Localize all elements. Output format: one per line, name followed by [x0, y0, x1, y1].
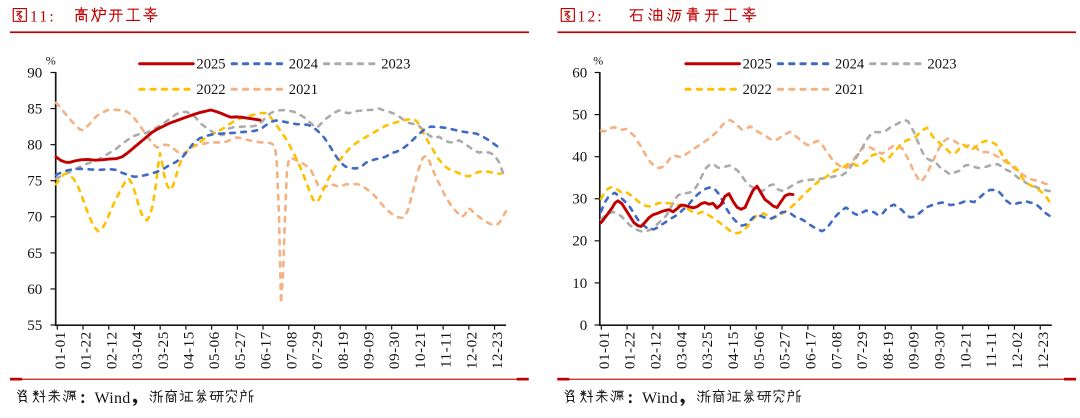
svg-text:09-09: 09-09: [361, 331, 378, 369]
svg-text:60: 60: [572, 65, 587, 81]
svg-text:03-04: 03-04: [673, 331, 690, 369]
svg-text:09-30: 09-30: [932, 331, 949, 369]
svg-text:2022: 2022: [743, 82, 772, 98]
svg-text:07-29: 07-29: [854, 331, 871, 369]
svg-text:30: 30: [572, 192, 587, 208]
svg-text:Wind: Wind: [642, 390, 678, 407]
svg-text:75: 75: [27, 174, 42, 190]
svg-text:60: 60: [27, 282, 42, 298]
svg-text:06-17: 06-17: [258, 331, 275, 369]
svg-text:Wind: Wind: [95, 390, 131, 407]
svg-text:12:: 12:: [578, 9, 604, 26]
svg-text:06-17: 06-17: [802, 331, 819, 369]
svg-text:09-30: 09-30: [386, 331, 403, 369]
svg-text:12-02: 12-02: [463, 331, 480, 369]
svg-text:10-21: 10-21: [412, 331, 429, 369]
svg-text:2025: 2025: [196, 57, 225, 73]
svg-text:07-08: 07-08: [283, 331, 300, 369]
svg-text:05-06: 05-06: [206, 331, 223, 369]
svg-text:01-22: 01-22: [622, 331, 639, 369]
svg-text:02-12: 02-12: [103, 331, 120, 369]
svg-text:80: 80: [27, 138, 42, 154]
svg-text:09-09: 09-09: [906, 331, 923, 369]
svg-text:04-15: 04-15: [181, 331, 198, 369]
svg-text:01-01: 01-01: [596, 331, 613, 369]
svg-text:40: 40: [572, 150, 587, 166]
svg-text:08-19: 08-19: [335, 331, 352, 369]
svg-text:03-04: 03-04: [129, 331, 146, 369]
svg-text:85: 85: [27, 102, 42, 118]
svg-text:2021: 2021: [289, 82, 318, 98]
svg-text:01-22: 01-22: [78, 331, 95, 369]
svg-text:90: 90: [27, 65, 42, 81]
svg-text:%: %: [46, 53, 56, 67]
svg-text:10-21: 10-21: [957, 331, 974, 369]
svg-text:05-27: 05-27: [777, 331, 794, 369]
svg-text:12-02: 12-02: [1009, 331, 1026, 369]
svg-text:05-27: 05-27: [232, 331, 249, 369]
svg-text:65: 65: [27, 246, 42, 262]
svg-text:2021: 2021: [835, 82, 864, 98]
svg-text:01-01: 01-01: [52, 331, 69, 369]
svg-text:12-23: 12-23: [1035, 331, 1052, 369]
svg-text:2023: 2023: [381, 57, 410, 73]
svg-text:02-12: 02-12: [648, 331, 665, 369]
svg-text:2024: 2024: [289, 57, 319, 73]
svg-text:08-19: 08-19: [880, 331, 897, 369]
svg-text:04-15: 04-15: [725, 331, 742, 369]
svg-text:07-29: 07-29: [309, 331, 326, 369]
svg-text:11:: 11:: [30, 9, 56, 26]
svg-text:2023: 2023: [927, 57, 956, 73]
svg-text:2024: 2024: [835, 57, 865, 73]
svg-text:20: 20: [572, 234, 587, 250]
svg-text:03-25: 03-25: [699, 331, 716, 369]
svg-text:11-11: 11-11: [438, 331, 455, 368]
svg-text:%: %: [593, 53, 603, 67]
svg-text:11-11: 11-11: [983, 331, 1000, 368]
svg-text:55: 55: [27, 318, 42, 334]
svg-text:0: 0: [580, 318, 588, 334]
svg-text:10: 10: [572, 276, 587, 292]
svg-text:50: 50: [572, 108, 587, 124]
svg-text:07-08: 07-08: [828, 331, 845, 369]
svg-text:05-06: 05-06: [751, 331, 768, 369]
svg-text:70: 70: [27, 210, 42, 226]
svg-text:12-23: 12-23: [489, 331, 506, 369]
svg-text:2025: 2025: [743, 57, 772, 73]
svg-text:03-25: 03-25: [155, 331, 172, 369]
svg-text:2022: 2022: [196, 82, 225, 98]
